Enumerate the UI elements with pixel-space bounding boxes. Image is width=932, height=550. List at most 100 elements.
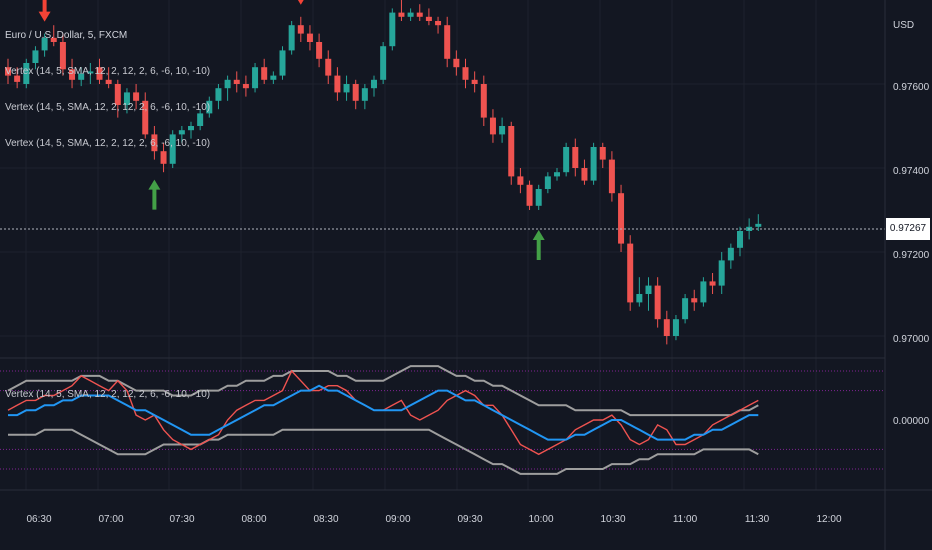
indicator-legend-2[interactable]: Vertex (14, 5, SMA, 12, 2, 12, 2, 6, -6,… [5,102,211,113]
candle-body [59,42,66,70]
candle-body [435,21,442,26]
indicator-lower-band [8,428,759,475]
price-axis-tick: 0.97000 [893,334,930,345]
candle-body [572,147,579,168]
time-axis-tick: 07:30 [169,514,195,525]
candle-body [700,281,707,303]
candle-body [151,134,158,152]
candle-body [50,37,57,42]
candle-body [343,84,350,93]
time-axis-tick: 08:00 [241,514,267,525]
candle-body [334,75,341,93]
indicator-axis-zero: 0.00000 [893,416,930,427]
candle-body [325,58,332,76]
time-axis-tick: 10:30 [600,514,626,525]
candle-body [526,184,533,206]
candle-body [471,79,478,84]
time-axis-tick: 11:30 [744,514,770,525]
candle-body [618,193,625,244]
candle-body [416,12,423,17]
time-axis-tick: 06:30 [26,514,52,525]
candle-body [599,147,606,160]
candle-body [407,12,414,17]
candle-body [123,92,130,105]
candle-body [682,298,689,320]
time-axis-tick: 11:00 [672,514,698,525]
candle-body [672,319,679,336]
candle-body [224,79,231,89]
buy-arrow-icon [532,230,545,260]
candle-body [41,37,48,51]
time-axis-tick: 07:00 [98,514,124,525]
candle-body [654,285,661,320]
time-axis-tick: 12:00 [816,514,842,525]
buy-arrow-icon [148,179,161,210]
candle-body [544,176,551,189]
candle-body [206,100,213,114]
candle-body [23,63,30,84]
candle-body [197,113,204,126]
indicator-upper-band [7,365,759,417]
grid-lines [0,0,885,490]
candle-body [737,231,743,248]
candle-body [398,12,405,17]
price-axis-currency: USD [893,20,915,31]
candle-body [5,67,11,76]
candle-body [242,84,249,89]
candle-body [169,134,176,164]
candle-body [316,42,323,59]
candle-body [535,189,542,206]
candle-body [69,69,76,80]
candle-body [453,58,460,68]
signal-arrows [38,0,545,260]
candle-body [105,79,112,84]
candle-body [32,50,39,63]
candle-body [252,67,259,89]
candle-body [462,67,469,80]
candle-body [508,126,515,177]
candle-body [178,130,185,135]
candle-body [133,92,140,101]
candle-body [14,75,21,82]
indicator-pane-legend[interactable]: Vertex (14, 5, SMA, 12, 2, 12, 2, 6, -6,… [5,389,211,400]
candle-body [663,319,670,336]
candle-body [563,147,570,173]
current-price-badge: 0.97267 [886,218,930,240]
price-axis-tick: 0.97600 [893,82,930,93]
candle-body [480,84,487,118]
candle-body [233,79,240,84]
time-axis-tick: 09:30 [457,514,483,525]
candle-body [352,84,359,101]
candle-body [114,84,121,105]
candle-body [96,67,103,80]
candle-body [608,159,615,194]
candle-body [627,243,634,303]
time-axis-tick: 10:00 [528,514,554,525]
candle-body [636,294,643,303]
candle-body [279,50,286,76]
candle-body [590,147,597,181]
candle-body [727,247,734,261]
indicator-slow-line [8,384,759,441]
symbol-title[interactable]: Euro / U.S. Dollar, 5, FXCM [5,30,128,41]
candle-body [142,100,149,135]
candle-body [444,25,451,59]
candle-body [709,281,716,286]
indicator-legend-1[interactable]: Vertex (14, 5, SMA, 12, 2, 12, 2, 6, -6,… [5,66,211,77]
candle-body [288,25,295,51]
candle-body [425,16,432,21]
candle-body [306,33,313,42]
candles-group [5,0,762,345]
candle-body [371,79,377,89]
candle-body [389,12,396,47]
sell-arrow-icon [297,0,304,5]
indicator-legend-3[interactable]: Vertex (14, 5, SMA, 12, 2, 12, 2, 6, -6,… [5,138,211,149]
candle-body [517,176,524,185]
time-axis-tick: 08:30 [313,514,339,525]
price-axis-tick: 0.97200 [893,250,930,261]
candle-body [718,260,725,286]
candle-body [361,88,368,101]
indicator-fast-line [7,369,759,456]
candle-body [215,88,222,101]
